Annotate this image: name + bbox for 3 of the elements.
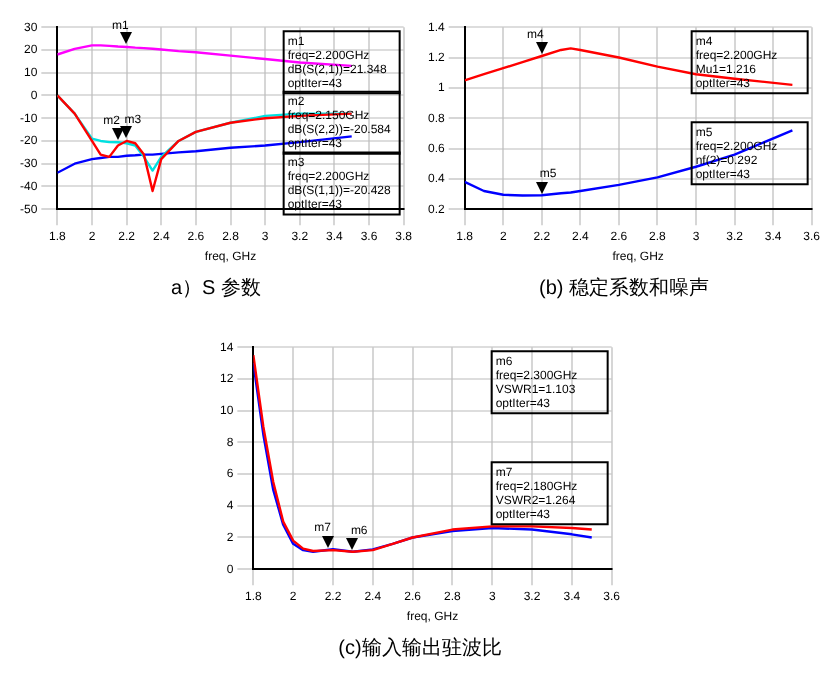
text: a）S 参数 (168, 275, 263, 302)
text: (c)输入输出驻波比 (336, 635, 504, 662)
text: (b) 稳定系数和噪声 (537, 275, 711, 302)
